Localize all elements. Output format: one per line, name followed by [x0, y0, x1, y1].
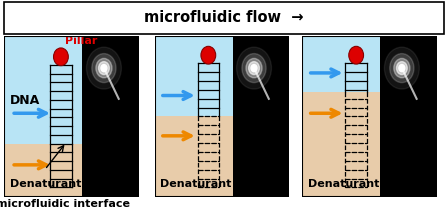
Circle shape	[384, 47, 419, 89]
Bar	[155, 36, 289, 116]
Circle shape	[394, 58, 410, 78]
Circle shape	[86, 47, 121, 89]
Circle shape	[390, 54, 414, 83]
Circle shape	[54, 48, 68, 66]
Text: Denaturant: Denaturant	[160, 179, 231, 189]
Circle shape	[96, 58, 112, 78]
Circle shape	[246, 58, 262, 78]
Circle shape	[101, 65, 107, 72]
Circle shape	[251, 65, 257, 72]
Circle shape	[396, 62, 407, 75]
Circle shape	[242, 54, 266, 83]
Circle shape	[99, 62, 109, 75]
Text: microfluidic flow  →: microfluidic flow →	[144, 10, 304, 25]
Circle shape	[399, 65, 405, 72]
Bar	[302, 36, 437, 92]
Bar	[4, 36, 139, 144]
Circle shape	[349, 46, 364, 64]
Circle shape	[249, 62, 259, 75]
Text: Pillar: Pillar	[65, 36, 97, 45]
Text: microfluidic interface: microfluidic interface	[0, 199, 130, 209]
Text: Denaturant: Denaturant	[10, 179, 81, 189]
Bar	[82, 36, 139, 197]
Text: DNA: DNA	[10, 94, 40, 107]
Text: Denaturant: Denaturant	[308, 179, 379, 189]
Bar	[233, 36, 289, 197]
Circle shape	[201, 46, 216, 64]
Circle shape	[237, 47, 271, 89]
Bar	[302, 92, 437, 197]
Bar	[380, 36, 437, 197]
Bar	[4, 144, 139, 197]
Bar	[155, 116, 289, 197]
Circle shape	[92, 54, 116, 83]
